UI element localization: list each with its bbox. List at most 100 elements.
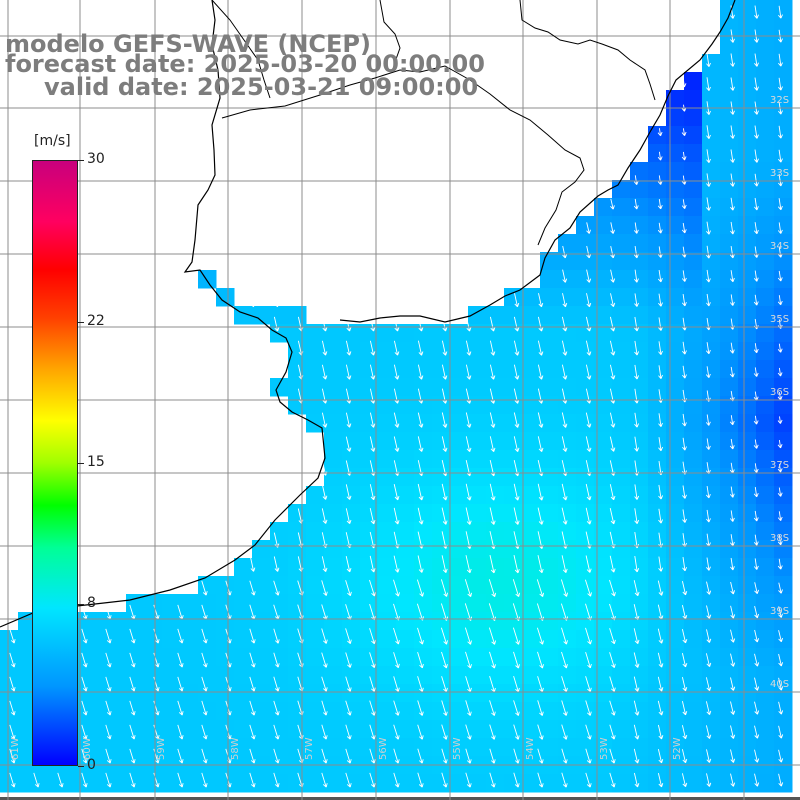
wind-arrow [609,412,616,428]
sea-cell [612,666,631,685]
sea-cell [684,540,703,559]
sea-cell [414,342,433,361]
sea-cell [756,432,775,451]
wind-arrow [729,366,735,378]
wind-arrow [754,582,760,595]
sea-cell [648,468,667,487]
sea-cell [720,306,739,325]
sea-cell [720,468,739,487]
wind-arrow [537,316,544,332]
wind-arrow [512,579,521,598]
sea-cell [720,198,739,217]
wind-arrow [9,676,16,692]
sea-cell [342,468,361,487]
wind-arrow [562,269,568,283]
wind-arrow [465,483,472,501]
wind-arrow [754,53,759,67]
sea-cell [432,396,451,415]
sea-cell [342,720,361,739]
sea-cell [684,504,703,523]
wind-arrow [634,293,639,307]
sea-cell [720,612,739,631]
sea-cell [216,774,235,793]
wind-arrow [682,485,687,499]
sea-cell [594,630,613,649]
wind-arrow [705,653,712,668]
sea-cell [432,648,451,667]
sea-cell [756,126,775,145]
sea-cell [576,252,595,271]
sea-cell [702,666,721,685]
sea-cell [558,522,577,541]
wind-arrow [777,535,783,546]
sea-cell [342,540,361,559]
sea-cell [378,558,397,577]
sea-cell [90,612,109,631]
sea-cell [540,342,559,361]
sea-cell [342,630,361,649]
sea-cell [738,252,757,271]
sea-cell [774,72,793,91]
sea-cell [450,774,469,793]
sea-cell [306,378,325,397]
sea-cell [18,666,37,685]
sea-cell [756,738,775,757]
sea-cell [414,396,433,415]
sea-cell [360,450,379,469]
wind-arrow [345,748,352,764]
sea-cell [702,54,721,73]
sea-cell [540,702,559,721]
title-model: modelo GEFS-WAVE (NCEP) [5,30,371,58]
wind-arrow [753,294,759,306]
sea-cell [216,738,235,757]
wind-arrow [681,700,688,716]
sea-cell [252,612,271,631]
sea-cell [468,738,487,757]
sea-cell [540,720,559,739]
sea-cell [306,576,325,595]
wind-arrow [417,627,424,645]
sea-cell [612,702,631,721]
sea-cell [522,432,541,451]
sea-cell [378,324,397,343]
wind-arrow [201,676,208,692]
sea-cell [450,396,469,415]
latitude-label: 39S [770,606,789,617]
wind-arrow [681,580,688,596]
wind-arrow [249,700,256,716]
wind-arrow [633,676,640,692]
wind-arrow [634,316,640,332]
sea-cell [306,324,325,343]
sea-cell [774,270,793,289]
sea-cell [288,612,307,631]
sea-cell [288,630,307,649]
sea-cell [576,396,595,415]
sea-cell [756,252,775,271]
wind-arrow [369,579,376,597]
sea-cell [468,720,487,739]
sea-cell [648,576,667,595]
sea-cell [594,504,613,523]
sea-cell [162,684,181,703]
wind-arrow [754,605,760,619]
sea-cell [666,648,685,667]
sea-cell [342,666,361,685]
wind-arrow [81,748,88,764]
wind-arrow [345,412,352,428]
sea-cell [468,306,487,325]
wind-arrow [778,701,784,715]
sea-cell [648,774,667,793]
sea-cell [630,468,649,487]
sea-cell [270,540,289,559]
sea-cell [486,468,505,487]
sea-cell [486,702,505,721]
sea-cell [252,702,271,721]
sea-cell [576,306,595,325]
sea-cell [90,630,109,649]
sea-cell [324,432,343,451]
sea-cell [216,666,235,685]
wind-arrow [705,414,711,426]
wind-arrow [610,293,616,308]
sea-cell [468,522,487,541]
sea-cell [468,576,487,595]
